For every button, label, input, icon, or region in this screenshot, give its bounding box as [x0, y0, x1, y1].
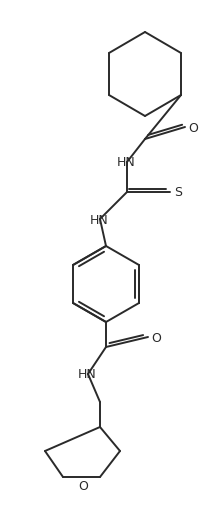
Text: HN: HN — [90, 213, 108, 226]
Text: HN: HN — [117, 156, 135, 169]
Text: O: O — [151, 331, 161, 344]
Text: S: S — [174, 186, 182, 199]
Text: HN: HN — [78, 368, 96, 381]
Text: O: O — [188, 121, 198, 134]
Text: O: O — [78, 479, 88, 493]
